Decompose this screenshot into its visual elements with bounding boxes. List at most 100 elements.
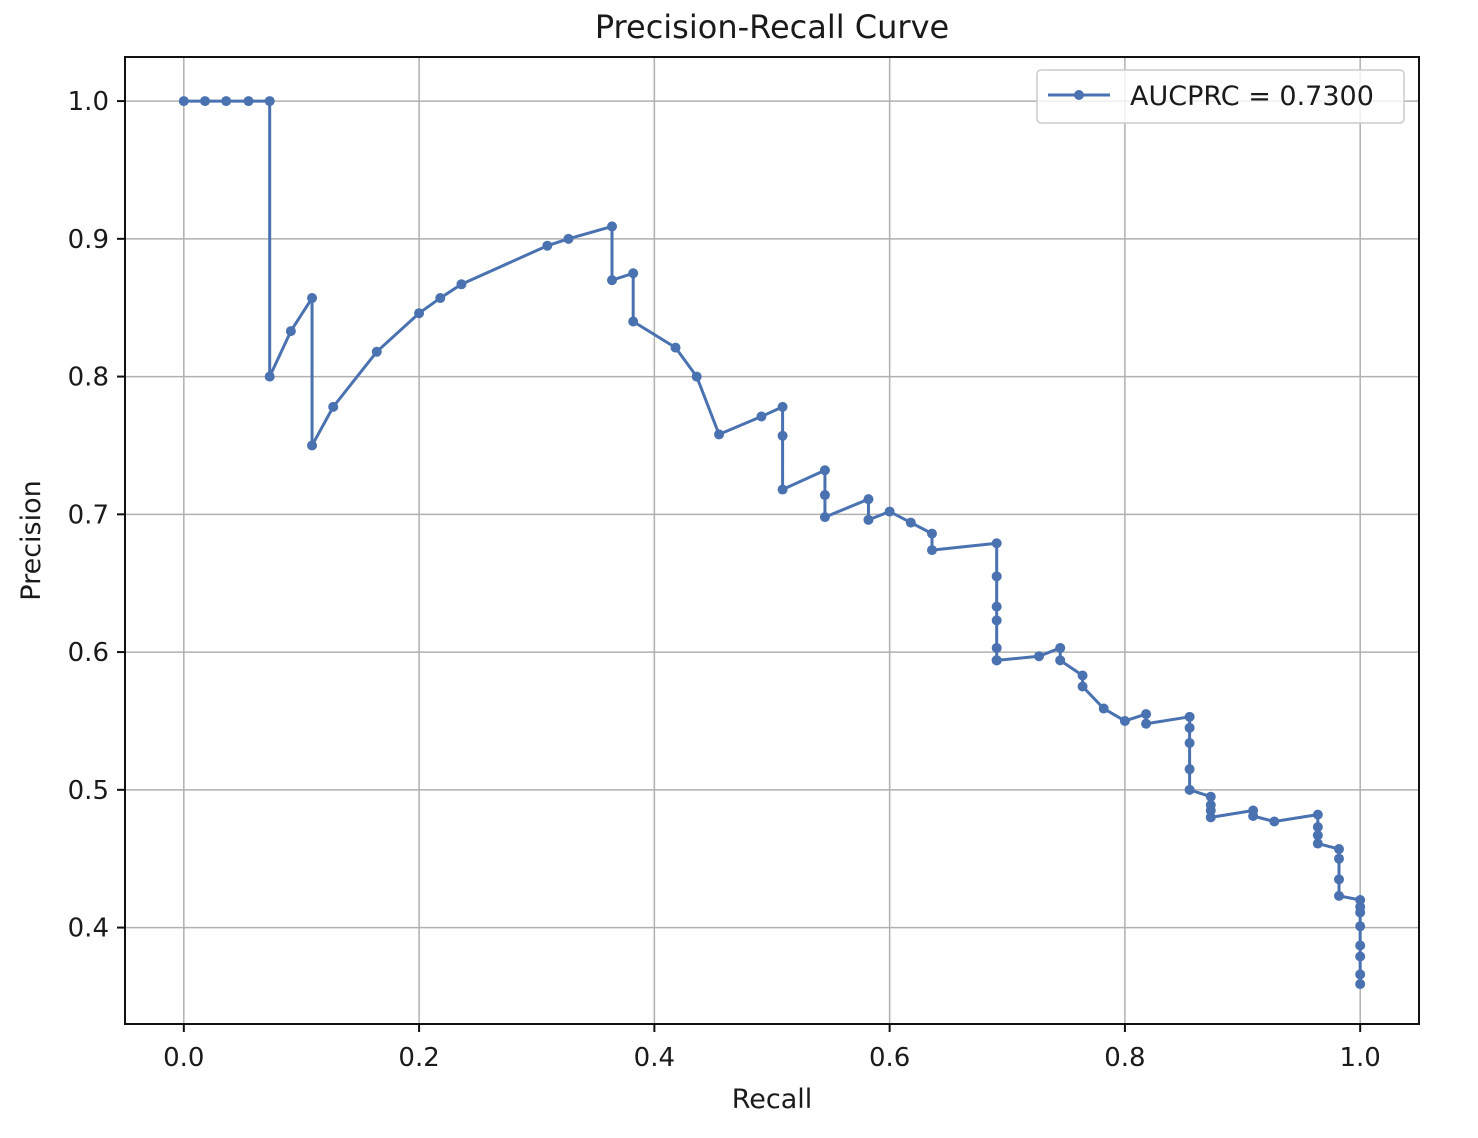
data-point — [1077, 681, 1088, 692]
data-point — [178, 96, 189, 107]
data-point — [691, 371, 702, 382]
data-point — [1355, 979, 1366, 990]
data-point — [926, 528, 937, 539]
x-tick-label: 0.0 — [163, 1043, 204, 1073]
data-point — [819, 512, 830, 523]
data-point — [863, 514, 874, 525]
data-point — [1205, 791, 1216, 802]
y-tick-label: 0.8 — [68, 363, 109, 393]
data-point — [905, 517, 916, 528]
data-point — [991, 571, 1002, 582]
data-point — [1119, 715, 1130, 726]
chart-title: Precision-Recall Curve — [595, 8, 949, 46]
data-point — [884, 506, 895, 517]
data-point — [221, 96, 232, 107]
data-point — [1034, 651, 1045, 662]
legend: AUCPRC = 0.7300 — [1036, 69, 1405, 124]
x-tick-label: 1.0 — [1340, 1043, 1381, 1073]
data-point — [1184, 764, 1195, 775]
data-point — [607, 221, 618, 232]
legend-box — [1036, 69, 1405, 124]
data-point — [1312, 838, 1323, 849]
data-point — [1184, 711, 1195, 722]
ticks: 0.0 0.2 0.4 0.6 0.8 1.0 0.4 0.5 0.6 0.7 0.8 0.9 1.0 — [68, 87, 1381, 1073]
data-point — [991, 642, 1002, 653]
data-point — [670, 342, 681, 353]
data-point — [1334, 844, 1345, 855]
data-point — [714, 429, 725, 440]
data-point — [1055, 655, 1066, 666]
data-point — [819, 465, 830, 476]
data-point — [777, 430, 788, 441]
data-point — [1334, 890, 1345, 901]
data-point — [991, 601, 1002, 612]
data-point — [1098, 703, 1109, 714]
data-point — [456, 279, 467, 290]
data-point — [1184, 722, 1195, 733]
data-point — [1355, 969, 1366, 980]
data-point — [1312, 830, 1323, 841]
data-point — [756, 411, 767, 422]
data-point — [264, 371, 275, 382]
data-point — [307, 440, 318, 451]
data-point — [1355, 895, 1366, 906]
data-point — [991, 655, 1002, 666]
data-point — [607, 275, 618, 286]
plot-frame — [124, 56, 1420, 1025]
data-point — [199, 96, 210, 107]
legend-marker — [1074, 90, 1084, 100]
data-point — [328, 401, 339, 412]
data-point — [243, 96, 254, 107]
data-point — [563, 233, 574, 244]
data-point — [777, 401, 788, 412]
data-point — [264, 96, 275, 107]
data-point — [1141, 718, 1152, 729]
data-point — [1055, 642, 1066, 653]
y-axis-label: Precision — [16, 480, 47, 600]
data-point — [819, 490, 830, 501]
data-point — [1355, 940, 1366, 951]
x-tick-label: 0.2 — [398, 1043, 439, 1073]
data-point — [777, 484, 788, 495]
data-point — [307, 293, 318, 304]
x-tick-label: 0.4 — [634, 1043, 675, 1073]
data-point — [991, 538, 1002, 549]
data-point — [1355, 921, 1366, 932]
data-point — [1355, 907, 1366, 918]
legend-label: AUCPRC = 0.7300 — [1130, 81, 1374, 112]
data-point — [1334, 853, 1345, 864]
data-point — [1334, 874, 1345, 885]
data-point — [1184, 737, 1195, 748]
data-point — [1077, 670, 1088, 681]
data-point — [1248, 810, 1259, 821]
y-tick-label: 0.6 — [68, 638, 109, 668]
data-point — [371, 346, 382, 357]
data-point — [628, 316, 639, 327]
data-point — [1355, 951, 1366, 962]
y-tick-label: 0.4 — [68, 914, 109, 944]
data-point — [1205, 812, 1216, 823]
y-tick-label: 0.5 — [68, 776, 109, 806]
series-layer — [178, 96, 1366, 990]
x-tick-label: 0.6 — [869, 1043, 910, 1073]
data-point — [1312, 822, 1323, 833]
data-point — [1312, 809, 1323, 820]
data-point — [1269, 816, 1280, 827]
data-point — [285, 326, 296, 337]
y-tick-label: 0.7 — [68, 500, 109, 530]
data-point — [628, 268, 639, 279]
data-point — [926, 545, 937, 556]
data-point — [991, 615, 1002, 626]
data-point — [1184, 784, 1195, 795]
data-point — [1141, 709, 1152, 720]
x-tick-label: 0.8 — [1104, 1043, 1145, 1073]
data-point — [414, 308, 425, 319]
data-point — [1205, 805, 1216, 816]
data-point — [435, 293, 446, 304]
x-axis-label: Recall — [732, 1084, 813, 1115]
y-tick-label: 0.9 — [68, 225, 109, 255]
data-point — [863, 494, 874, 505]
data-point — [542, 240, 553, 251]
